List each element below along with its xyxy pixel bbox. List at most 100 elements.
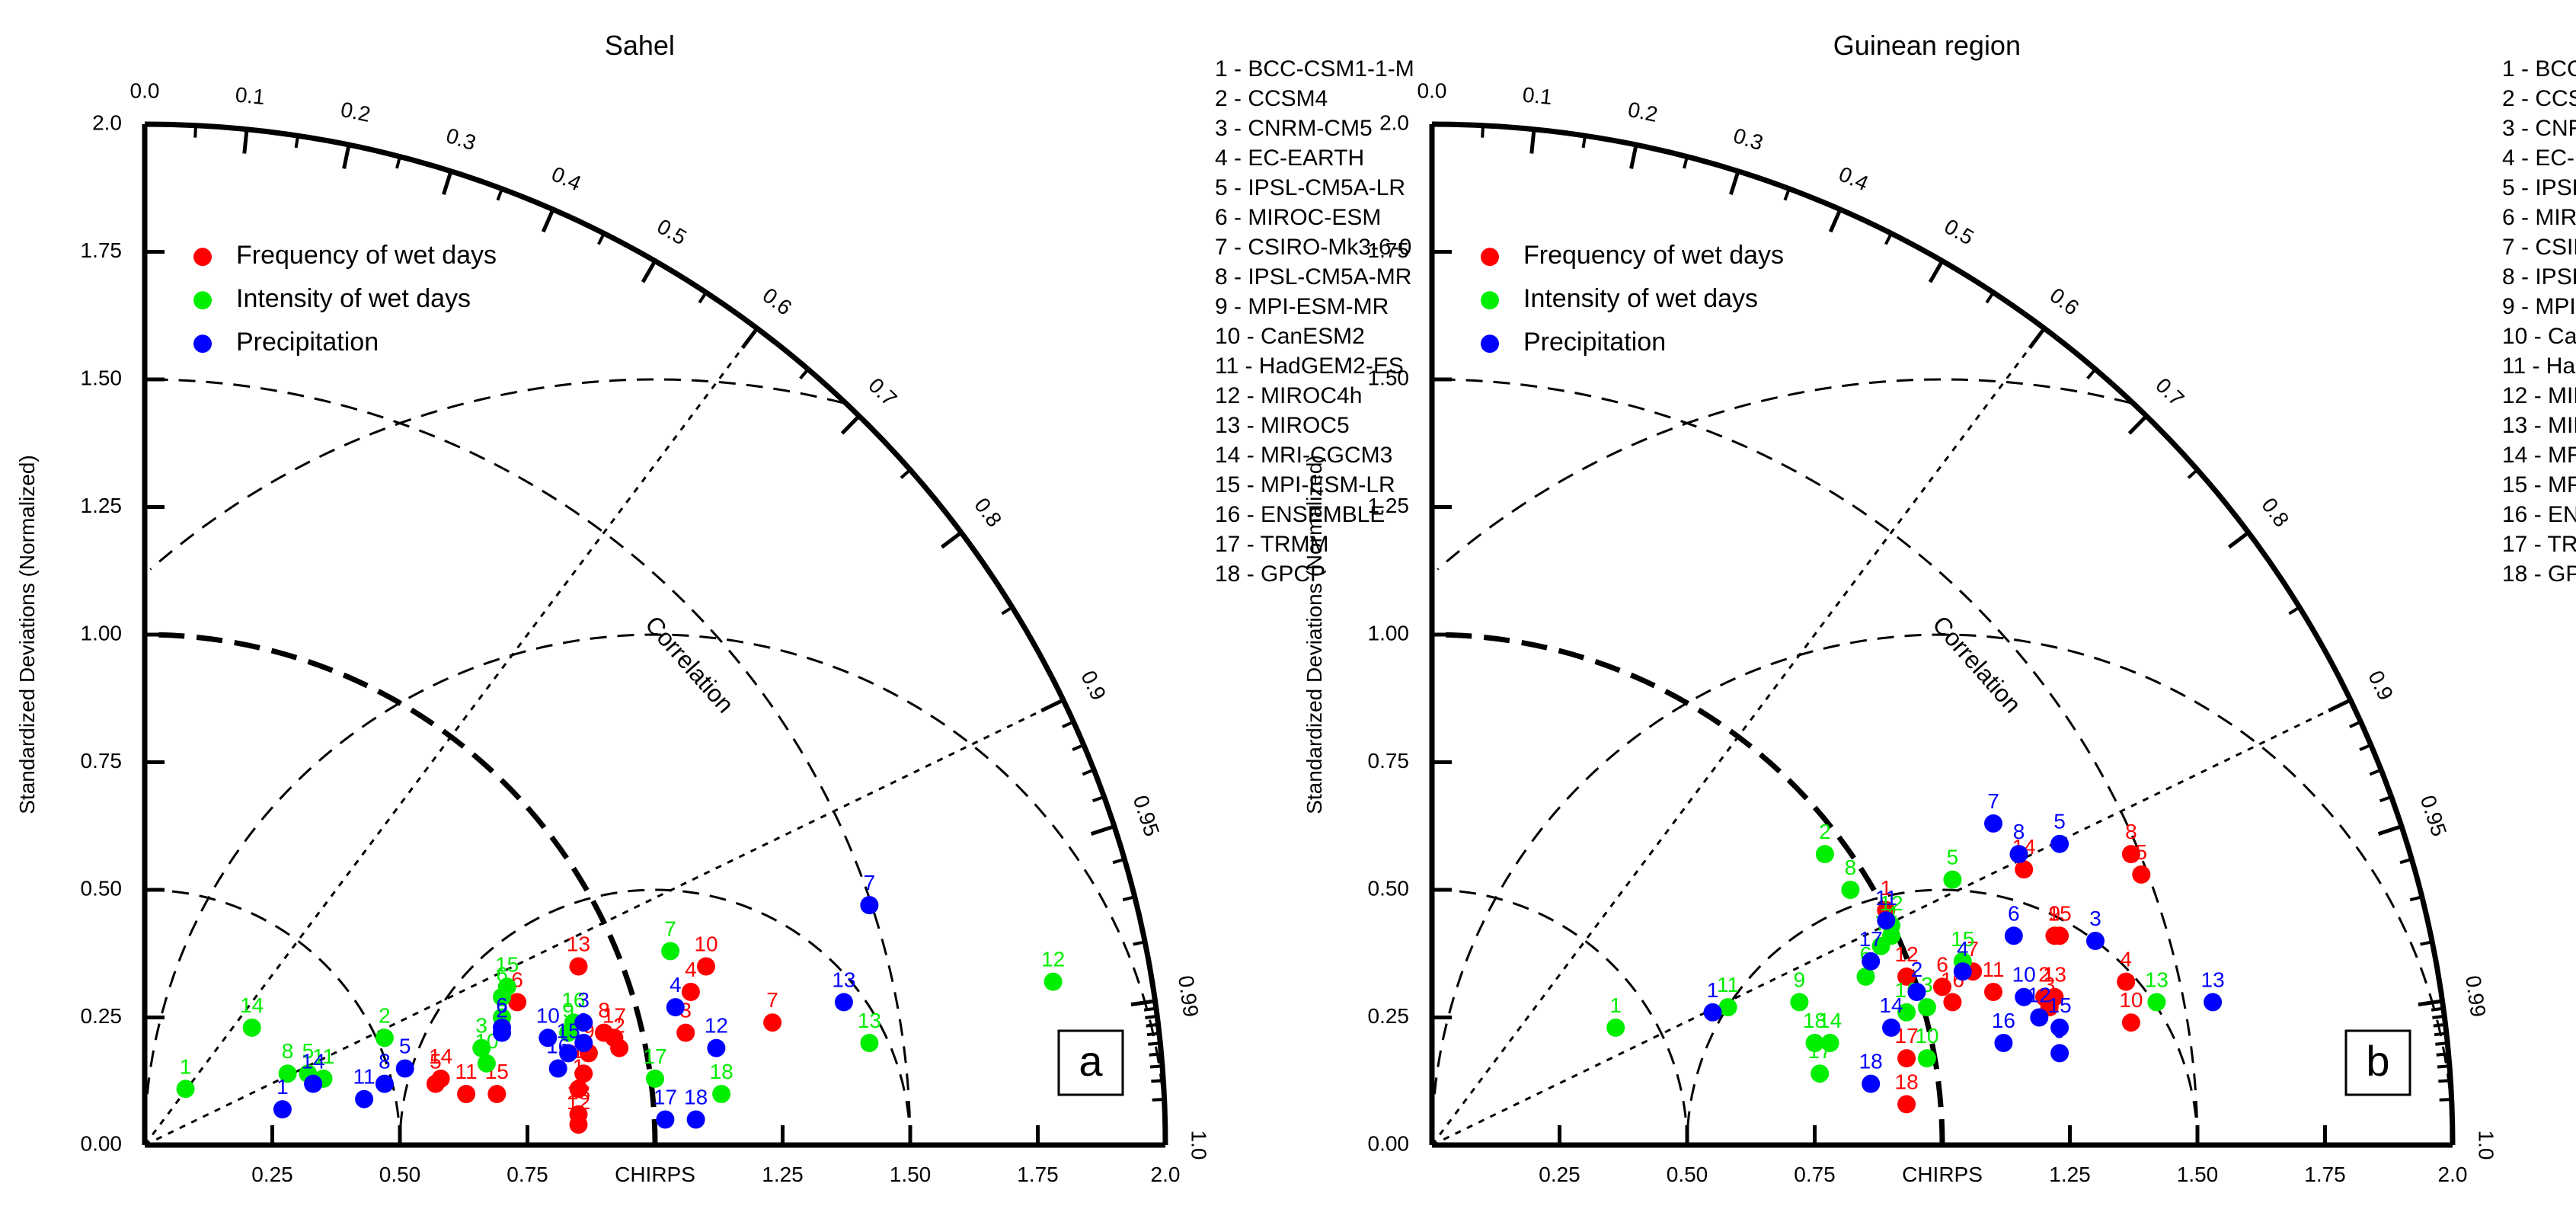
correlation-minor-tick (193, 125, 197, 138)
data-point-label: 13 (2145, 968, 2169, 991)
model-list-item: 15 - MPI-ESM-LR (2502, 472, 2576, 497)
data-point-label: 2 (2038, 963, 2050, 987)
data-point-label: 14 (1879, 993, 1903, 1017)
data-point (1862, 1074, 1881, 1093)
data-point (1994, 1034, 2013, 1052)
data-point-label: 6 (496, 993, 508, 1017)
correlation-tick-label: 0.1 (234, 82, 266, 109)
correlation-line (1430, 328, 2046, 1146)
correlation-minor-tick (1143, 1006, 1157, 1012)
data-point (661, 942, 680, 961)
data-point (1871, 936, 1890, 955)
legend-label: Precipitation (1523, 328, 1666, 357)
data-point-label: 5 (2053, 810, 2066, 833)
data-point-label: 13 (858, 1009, 881, 1032)
data-point (1790, 993, 1809, 1012)
data-point-label: 1 (1707, 978, 1719, 1002)
correlation-tick-label: 0.7 (864, 373, 902, 411)
correlation-minor-tick (900, 469, 912, 479)
model-list-item: 18 - GPCP (2502, 561, 2576, 587)
data-point (2121, 1013, 2140, 1032)
correlation-tick-label: 0.9 (1076, 667, 1111, 704)
model-list-item: 6 - MIROC-ESM (2502, 205, 2576, 230)
data-point (278, 1064, 297, 1083)
correlation-tick-label: 0.8 (2257, 494, 2293, 532)
data-point-label: 8 (2013, 820, 2025, 843)
correlation-minor-tick (2439, 1098, 2452, 1102)
data-point (508, 993, 527, 1012)
data-point-label: 6 (2008, 901, 2020, 925)
correlation-tick-label: 0.3 (1731, 123, 1766, 155)
model-list-item: 6 - MIROC-ESM (1215, 205, 1381, 230)
x-tick-label: 2.0 (2438, 1163, 2468, 1186)
data-point-label: 15 (495, 952, 519, 976)
data-point (656, 1110, 675, 1129)
data-point-label: 10 (1915, 1024, 1938, 1048)
correlation-major-tick (641, 260, 657, 283)
data-point (1933, 977, 1951, 996)
y-tick-label: 1.25 (1368, 494, 1410, 517)
data-point (2009, 845, 2028, 864)
correlation-minor-tick (1001, 606, 1014, 616)
y-tick-label: 1.00 (1368, 621, 1410, 645)
model-list-item: 5 - IPSL-CM5A-LR (1215, 175, 1405, 200)
correlation-major-tick (2127, 414, 2148, 435)
data-point-label: 4 (2120, 948, 2132, 971)
y-tick-label: 0.25 (1368, 1004, 1410, 1028)
correlation-minor-tick (1146, 1022, 1159, 1028)
correlation-major-tick (1529, 129, 1536, 154)
data-point (574, 1013, 593, 1032)
data-point-label: 13 (567, 932, 590, 956)
data-point (1862, 952, 1881, 971)
model-list-item: 7 - CSIRO-Mk3-6-0 (1215, 235, 1411, 260)
correlation-minor-tick (1133, 940, 1146, 946)
correlation-major-tick (1828, 208, 1843, 233)
rms-arc (1430, 633, 2454, 1146)
data-point (697, 957, 715, 976)
model-list-item: 17 - TRMM (2502, 532, 2576, 557)
correlation-minor-tick (496, 188, 503, 201)
data-point-label: 2 (379, 1003, 391, 1027)
x-tick-label: 1.75 (2304, 1163, 2346, 1186)
data-point-label: 17 (643, 1044, 666, 1068)
data-point-label: 1 (180, 1054, 192, 1078)
data-point (2132, 865, 2151, 884)
correlation-minor-tick (2433, 1022, 2446, 1028)
data-point-label: 12 (705, 1014, 728, 1038)
model-list-item: 5 - IPSL-CM5A-LR (2502, 175, 2576, 200)
x-tick-label: 1.50 (890, 1163, 932, 1186)
data-point-label: 14 (429, 1044, 452, 1068)
data-point-label: 11 (1875, 886, 1897, 910)
data-point-label: 18 (567, 1080, 590, 1104)
model-list-item: 2 - CCSM4 (2502, 86, 2576, 111)
correlation-minor-tick (294, 135, 299, 149)
correlation-major-tick (1729, 170, 1740, 195)
data-point (712, 1085, 731, 1103)
data-point-label: 18 (1803, 1009, 1827, 1032)
correlation-axis-label: Correlation (1927, 610, 2027, 718)
data-point-label: 8 (379, 1050, 391, 1073)
data-point-label: 13 (2201, 968, 2225, 991)
data-point (477, 1054, 496, 1073)
model-list-item: 2 - CCSM4 (1215, 86, 1328, 111)
data-point (2004, 926, 2023, 945)
y-tick-label: 2.0 (1379, 110, 1409, 134)
correlation-major-tick (1629, 144, 1638, 169)
x-tick-label: 0.75 (507, 1163, 548, 1186)
data-point (2147, 993, 2166, 1012)
data-point-label: 9 (2049, 901, 2061, 925)
correlation-line (144, 699, 1064, 1147)
data-point (1820, 1034, 1839, 1052)
data-point-label: 16 (1992, 1009, 2015, 1032)
data-point-label: 7 (864, 871, 876, 894)
panel-sahel: 0.0 0.1 0.2 0.3 0.4 0.5 0.6 0.7 0.8 0.9 0.95 0.99 1.… (15, 30, 1414, 1186)
data-point (2050, 926, 2069, 945)
correlation-tick-label: 0.4 (1836, 162, 1872, 195)
reference-sd-arc (144, 632, 658, 1146)
correlation-minor-tick (2288, 606, 2301, 616)
data-point-label: 18 (1859, 1050, 1883, 1073)
correlation-tick-label: 0.6 (759, 283, 797, 320)
model-list-item: 14 - MRI-CGCM3 (2502, 443, 2576, 468)
x-tick-label: 0.75 (1794, 1163, 1836, 1186)
data-point (2204, 993, 2223, 1012)
